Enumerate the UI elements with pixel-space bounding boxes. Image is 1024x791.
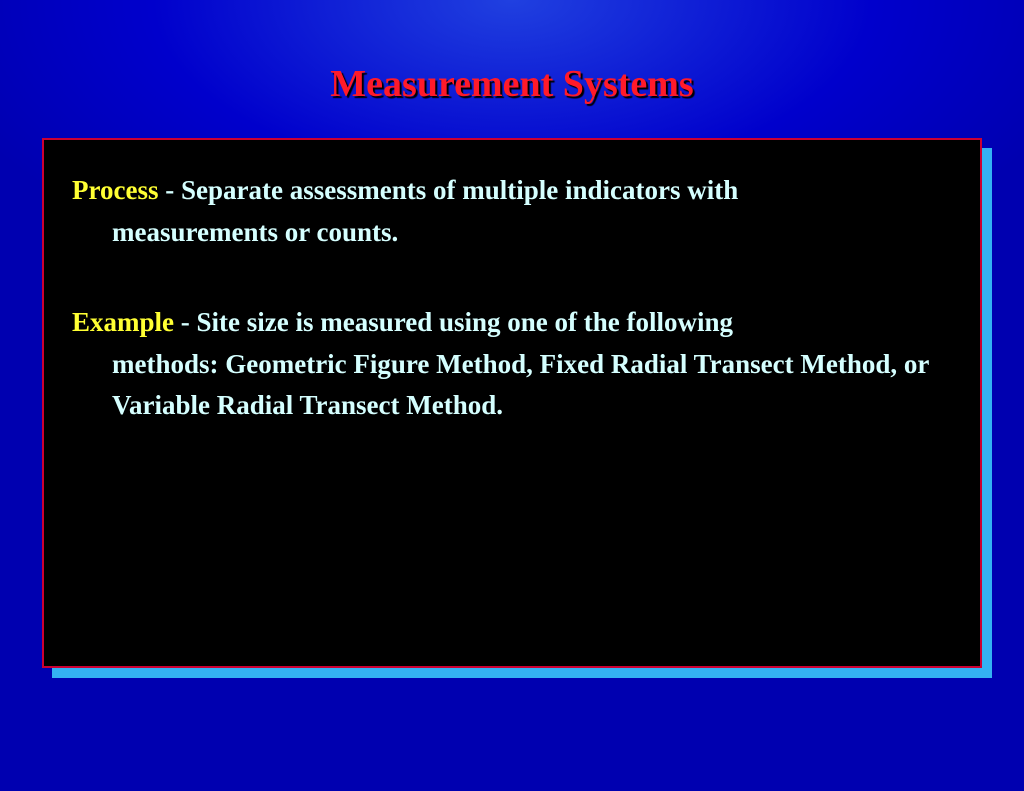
- process-continuation: measurements or counts.: [72, 212, 952, 254]
- content-box-wrapper: Process - Separate assessments of multip…: [42, 138, 982, 668]
- process-first-line: Separate assessments of multiple indicat…: [181, 175, 738, 205]
- content-box: Process - Separate assessments of multip…: [42, 138, 982, 668]
- example-first-line: Site size is measured using one of the f…: [197, 307, 734, 337]
- example-separator: -: [174, 307, 197, 337]
- paragraph-example: Example - Site size is measured using on…: [72, 302, 952, 428]
- process-separator: -: [158, 175, 181, 205]
- example-continuation: methods: Geometric Figure Method, Fixed …: [72, 344, 952, 428]
- slide-title: Measurement Systems: [38, 62, 986, 106]
- paragraph-process: Process - Separate assessments of multip…: [72, 170, 952, 254]
- process-label: Process: [72, 175, 158, 205]
- example-label: Example: [72, 307, 174, 337]
